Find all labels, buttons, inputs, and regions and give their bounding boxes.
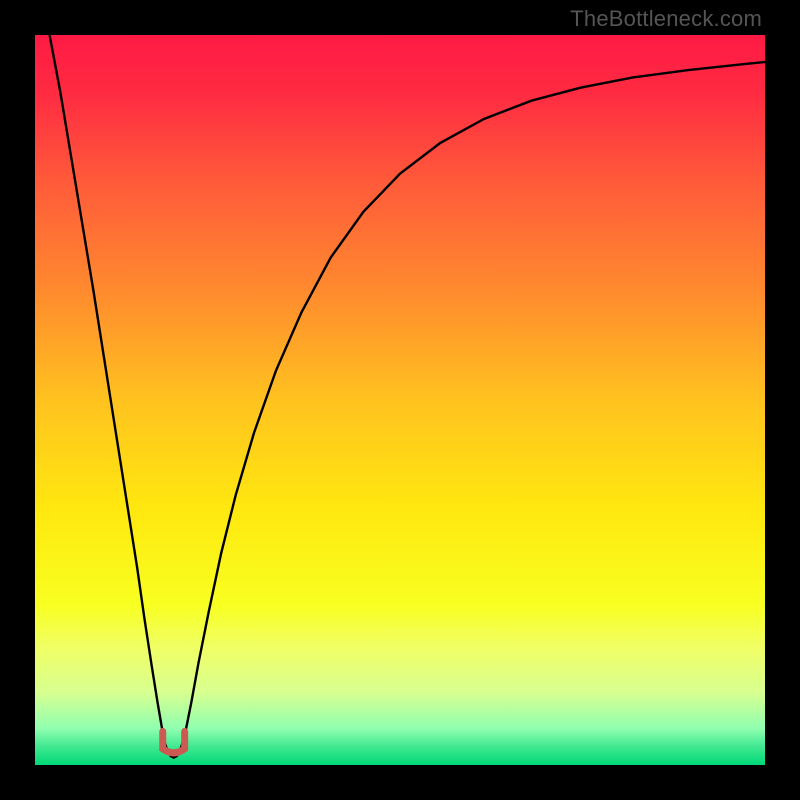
chart-container: TheBottleneck.com — [0, 0, 800, 800]
bottleneck-curve — [50, 35, 765, 758]
watermark-text: TheBottleneck.com — [570, 6, 762, 32]
curve-layer — [35, 35, 765, 765]
trough-marker — [163, 731, 185, 752]
